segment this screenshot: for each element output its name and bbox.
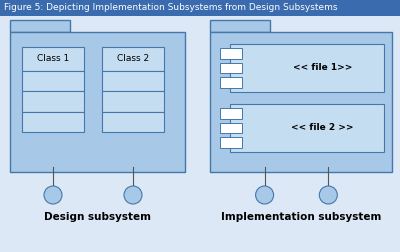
Bar (0, 0, 400, 16)
Bar (210, 32, 392, 172)
Bar (22, 47, 84, 71)
Bar (102, 112, 164, 132)
Bar (230, 104, 384, 152)
Text: Implementation subsystem: Implementation subsystem (221, 212, 381, 222)
Bar (220, 63, 242, 73)
Bar (220, 108, 242, 119)
Bar (22, 91, 84, 112)
Circle shape (124, 186, 142, 204)
Circle shape (44, 186, 62, 204)
Bar (22, 112, 84, 132)
Bar (10, 32, 185, 172)
Bar (220, 77, 242, 88)
Bar (102, 47, 164, 71)
Bar (210, 20, 270, 32)
Text: << file 2 >>: << file 2 >> (291, 123, 354, 133)
Text: << file 1>>: << file 1>> (293, 64, 352, 73)
Circle shape (319, 186, 337, 204)
Circle shape (256, 186, 274, 204)
Bar (102, 71, 164, 91)
Bar (220, 123, 242, 133)
Text: Class 1: Class 1 (37, 54, 69, 64)
Bar (220, 48, 242, 59)
Bar (10, 20, 70, 32)
Text: Figure 5: Depicting Implementation Subsystems from Design Subsystems: Figure 5: Depicting Implementation Subsy… (4, 4, 338, 13)
Text: Design subsystem: Design subsystem (44, 212, 151, 222)
Bar (230, 44, 384, 92)
Text: Class 2: Class 2 (117, 54, 149, 64)
Bar (102, 91, 164, 112)
Bar (22, 71, 84, 91)
Bar (220, 137, 242, 148)
